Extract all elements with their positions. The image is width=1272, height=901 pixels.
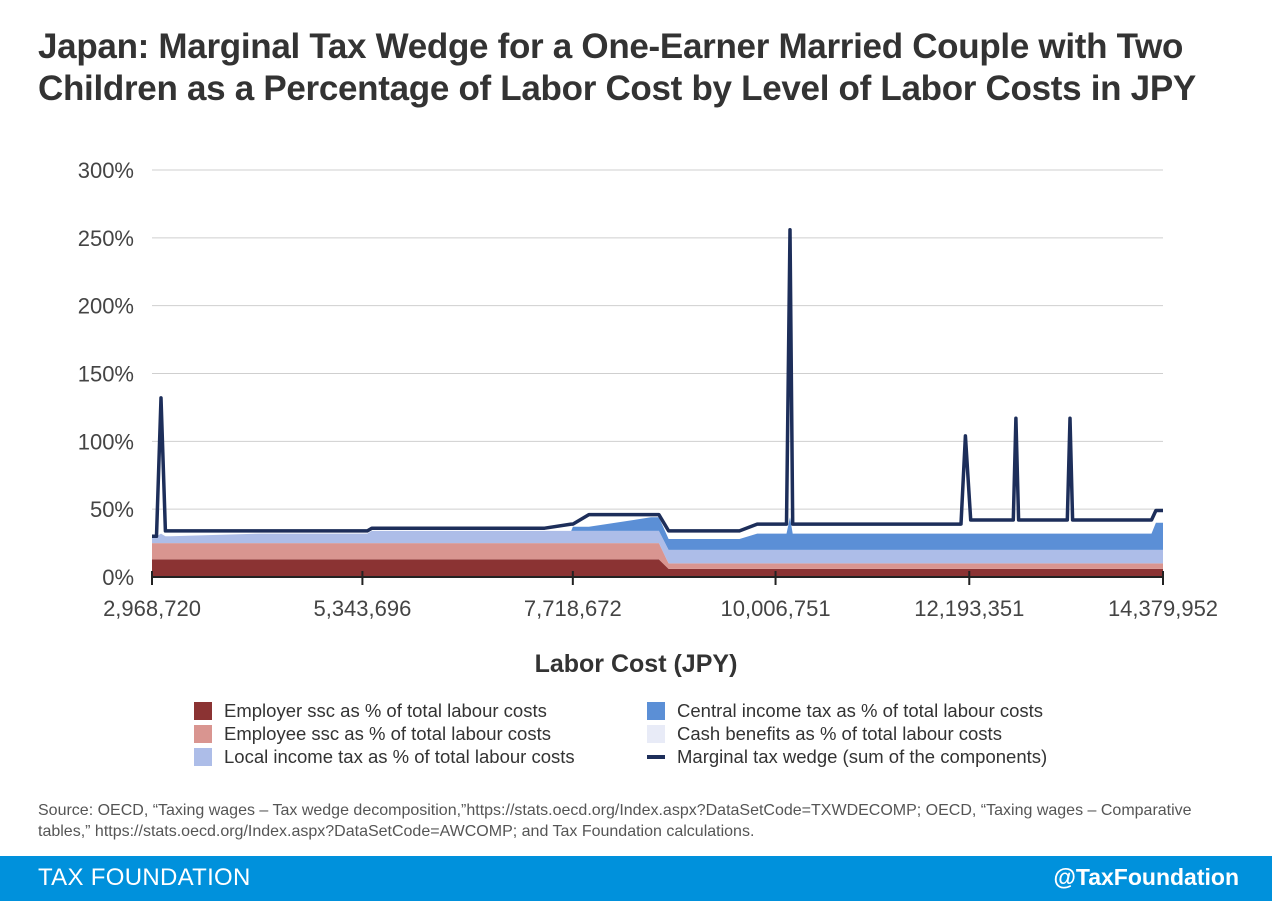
x-tick-label: 7,718,672 (524, 596, 622, 621)
area-employee-ssc-as (152, 543, 1163, 569)
legend-item: Marginal tax wedge (sum of the component… (647, 746, 1047, 768)
area-employer-ssc-as (152, 559, 1163, 577)
y-tick-label: 100% (78, 429, 134, 454)
legend-item: Employee ssc as % of total labour costs (194, 723, 551, 745)
legend-label: Cash benefits as % of total labour costs (677, 723, 1002, 744)
x-tick-label: 10,006,751 (720, 596, 830, 621)
marginal-tax-wedge-line (152, 227, 1163, 539)
x-tick-label: 2,968,720 (103, 596, 201, 621)
y-tick-label: 0% (102, 565, 134, 590)
area-central-income-tax (152, 517, 1163, 550)
line-layer (152, 227, 1163, 539)
legend-item: Local income tax as % of total labour co… (194, 746, 575, 768)
legend-label: Employer ssc as % of total labour costs (224, 700, 547, 721)
x-tick-label: 12,193,351 (914, 596, 1024, 621)
source-note: Source: OECD, “Taxing wages – Tax wedge … (38, 802, 1192, 840)
legend-item: Central income tax as % of total labour … (647, 700, 1043, 722)
legend-color-swatch (194, 702, 212, 720)
y-tick-label: 200% (78, 294, 134, 319)
y-tick-label: 150% (78, 362, 134, 387)
legend-label: Central income tax as % of total labour … (677, 700, 1044, 721)
y-tick-label: 50% (90, 497, 134, 522)
legend-line-swatch (647, 755, 665, 759)
chart-title: Japan: Marginal Tax Wedge for a One-Earn… (38, 27, 1196, 108)
area-layers (152, 517, 1163, 577)
y-tick-label: 250% (78, 226, 134, 251)
grid-lines (152, 169, 1163, 510)
axes: 0% 50% 100% 150% 200% 250% 300% 2,968,720 5,343,… (78, 158, 1218, 621)
chart-plot: 0% 50% 100% 150% 200% 250% 300% 2,968,720 5,343,… (78, 158, 1218, 621)
legend-label: Marginal tax wedge (sum of the component… (677, 746, 1048, 767)
legend-color-swatch (194, 748, 212, 766)
legend-color-swatch (647, 702, 665, 720)
area-local-income-tax (152, 530, 1163, 564)
legend-color-swatch (194, 725, 212, 743)
footer-bar: TAX FOUNDATION @TaxFoundation (0, 856, 1272, 901)
footer-brand: TAX FOUNDATION (38, 864, 251, 891)
footer-handle[interactable]: @TaxFoundation (1053, 864, 1239, 890)
legend-label: Employee ssc as % of total labour costs (224, 723, 551, 744)
x-tick-label: 5,343,696 (313, 596, 411, 621)
x-axis-label: Labor Cost (JPY) (534, 650, 738, 678)
legend-label: Local income tax as % of total labour co… (224, 746, 575, 767)
y-tick-label: 300% (78, 158, 134, 183)
x-tick-label: 14,379,952 (1108, 596, 1218, 621)
legend-color-swatch (647, 725, 665, 743)
legend-item: Cash benefits as % of total labour costs (647, 723, 1002, 745)
legend-item: Employer ssc as % of total labour costs (194, 700, 547, 722)
